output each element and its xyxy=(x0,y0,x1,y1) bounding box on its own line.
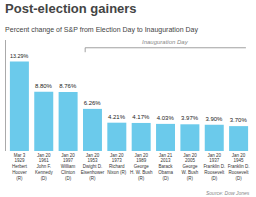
svg-text:Post-election gainers: Post-election gainers xyxy=(5,1,136,16)
svg-text:Jan 201937Franklin D.Roosevelt: Jan 201937Franklin D.Roosevelt(D) xyxy=(203,153,225,181)
svg-text:4.21%: 4.21% xyxy=(108,114,126,120)
svg-text:Jan 201961John F.Kennedy(D): Jan 201961John F.Kennedy(D) xyxy=(35,153,54,181)
svg-text:8.80%: 8.80% xyxy=(35,83,53,89)
svg-text:Jan 201973RichardNixon (R): Jan 201973RichardNixon (R) xyxy=(107,153,127,176)
svg-text:Jan 212013BarackObama(D): Jan 212013BarackObama(D) xyxy=(158,153,173,181)
svg-text:4.03%: 4.03% xyxy=(157,115,175,121)
svg-text:Jan 201945Franklin D.Roosevelt: Jan 201945Franklin D.Roosevelt(D) xyxy=(228,153,250,181)
svg-text:4.17%: 4.17% xyxy=(132,114,150,120)
svg-text:Source: Dow Jones: Source: Dow Jones xyxy=(206,190,250,196)
svg-text:Inauguration Day: Inauguration Day xyxy=(142,39,189,45)
svg-text:13.29%: 13.29% xyxy=(10,53,29,59)
svg-text:3.90%: 3.90% xyxy=(205,116,223,122)
svg-text:Jan 201989GeorgeH. W. Bush(R): Jan 201989GeorgeH. W. Bush(R) xyxy=(130,153,153,181)
svg-text:3.70%: 3.70% xyxy=(230,117,248,123)
svg-text:Jan 202005GeorgeW. Bush(R): Jan 202005GeorgeW. Bush(R) xyxy=(182,153,199,181)
svg-text:8.76%: 8.76% xyxy=(59,83,77,89)
svg-text:3.97%: 3.97% xyxy=(181,115,199,121)
svg-text:Jan 201997WilliamClinton(D): Jan 201997WilliamClinton(D) xyxy=(61,153,76,181)
svg-text:Jan 201953Dwight D.Eisenhower(: Jan 201953Dwight D.Eisenhower(R) xyxy=(81,153,105,181)
svg-text:Mar 31929HerbertHoover(R): Mar 31929HerbertHoover(R) xyxy=(12,153,28,181)
svg-text:6.26%: 6.26% xyxy=(84,100,102,106)
svg-text:Percent change of S&P from Ele: Percent change of S&P from Election Day … xyxy=(5,26,198,34)
